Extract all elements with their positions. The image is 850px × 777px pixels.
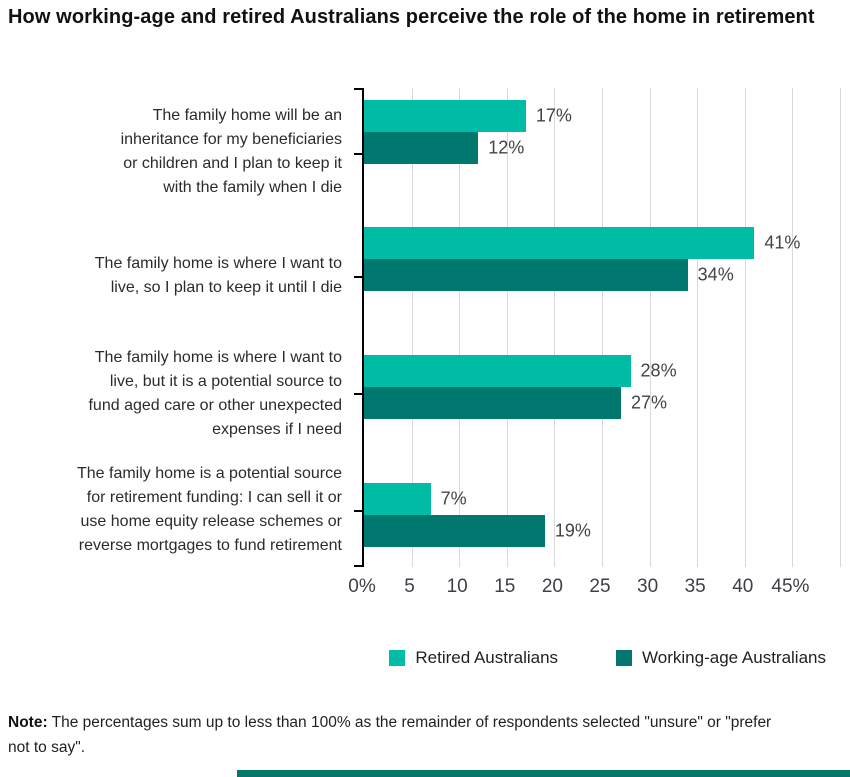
legend: Retired Australians Working-age Australia… [0,648,826,668]
gridline-40 [744,88,746,567]
value-label-cat3-series2: 27% [631,392,668,413]
y-axis-tick-4 [354,510,364,512]
x-tick-label-15: 15 [494,576,516,597]
value-label-cat4-series2: 19% [554,520,591,541]
legend-item-retired-australians: Retired Australians [389,648,558,668]
value-label-cat1-series2: 12% [488,137,525,158]
x-tick-label-35: 35 [684,576,706,597]
category-label-4: The family home is a potential source for… [76,465,342,554]
bar-working-age-australians-cat4 [364,515,545,547]
bar-working-age-australians-cat1 [364,132,479,164]
chart-title: How working-age and retired Australians … [8,6,815,28]
x-tick-label-25: 25 [589,576,611,597]
x-axis-tick-labels: 0% 5 10 15 20 25 30 35 40 45% [348,576,838,602]
gridline-30 [649,88,651,567]
legend-label: Working-age Australians [642,648,826,667]
bar-retired-australians-cat4 [364,483,431,515]
y-axis-tick-5 [354,565,364,567]
x-tick-label-30: 30 [637,576,659,597]
gridline-50 [840,88,841,567]
bar-working-age-australians-cat3 [364,387,622,419]
category-label-1: The family home will be an inheritance fo… [120,107,342,196]
x-tick-label-40: 40 [732,576,754,597]
gridline-25 [602,88,603,567]
category-axis-labels: The family home will be an inheritance fo… [0,0,352,620]
plot-area: 17% 41% 28% 7% 12% 34% 27% 19% [354,88,841,567]
bar-retired-australians-cat3 [364,355,631,387]
value-label-cat2-series2: 34% [697,264,734,285]
x-tick-label-10: 10 [446,576,468,597]
value-label-cat1-series1: 17% [535,105,572,126]
value-label-cat2-series1: 41% [764,232,801,253]
x-tick-label-20: 20 [541,576,563,597]
x-tick-label-45pct: 45% [771,576,810,597]
gridline-35 [697,88,699,567]
gridline-45 [792,88,794,567]
y-axis-tick-3 [354,393,364,395]
legend-item-working-age-australians: Working-age Australians [616,648,826,668]
legend-swatch-icon [616,650,633,666]
bar-retired-australians-cat2 [364,227,755,259]
x-tick-label-5: 5 [404,576,415,597]
value-label-cat3-series1: 28% [640,360,677,381]
footnote-text: The percentages sum up to less than 100%… [8,714,772,757]
y-axis-tick-0 [354,88,364,90]
value-label-cat4-series1: 7% [440,488,467,509]
legend-swatch-icon [389,650,406,666]
footnote-label: Note: [8,714,48,731]
category-label-2: The family home is where I want to live, … [94,255,342,296]
bottom-divider [237,770,850,777]
gridline-15 [506,88,508,567]
gridline-20 [554,88,556,567]
legend-label: Retired Australians [415,648,559,667]
gridline-10 [459,88,461,567]
y-axis-tick-2 [354,276,364,278]
bar-working-age-australians-cat2 [364,259,688,291]
y-axis-tick-1 [354,153,364,155]
footnote: Note: The percentages sum up to less tha… [8,710,778,760]
x-tick-label-0pct: 0% [348,576,376,597]
gridline-5 [411,88,413,567]
category-label-3: The family home is where I want to live, … [88,349,342,438]
bar-retired-australians-cat1 [364,100,526,132]
